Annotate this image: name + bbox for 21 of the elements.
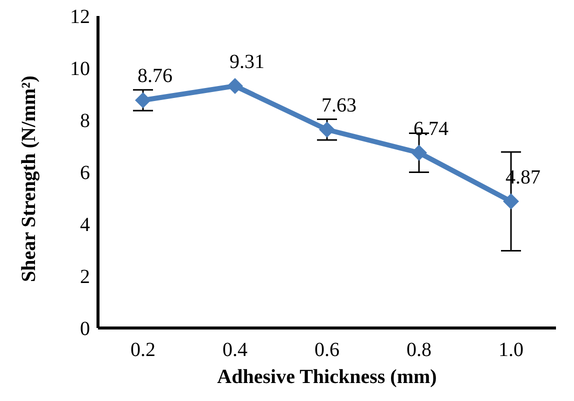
y-tick-label: 4 <box>80 214 90 236</box>
x-axis-title: Adhesive Thickness (mm) <box>217 366 437 388</box>
y-tick-label: 6 <box>80 162 90 184</box>
point <box>411 144 427 161</box>
point <box>503 193 519 210</box>
x-tick-label: 1.0 <box>498 339 524 362</box>
x-tick-label: 0.8 <box>406 339 432 362</box>
x-tick-label: 0.2 <box>130 339 156 362</box>
data-label: 8.76 <box>138 65 172 88</box>
data-label: 7.63 <box>322 94 356 117</box>
y-tick-label: 0 <box>80 318 90 340</box>
point <box>319 122 335 138</box>
y-tick-label: 2 <box>80 266 90 288</box>
y-tick-label: 12 <box>70 6 90 28</box>
point <box>227 78 243 94</box>
y-axis-title: Shear Strength (N/mm²) <box>18 76 40 282</box>
y-tick-label: 10 <box>70 58 90 80</box>
x-tick-label: 0.4 <box>222 339 248 362</box>
x-tick-label: 0.6 <box>314 339 340 362</box>
y-tick-label: 8 <box>80 110 90 132</box>
data-label: 9.31 <box>230 50 264 73</box>
